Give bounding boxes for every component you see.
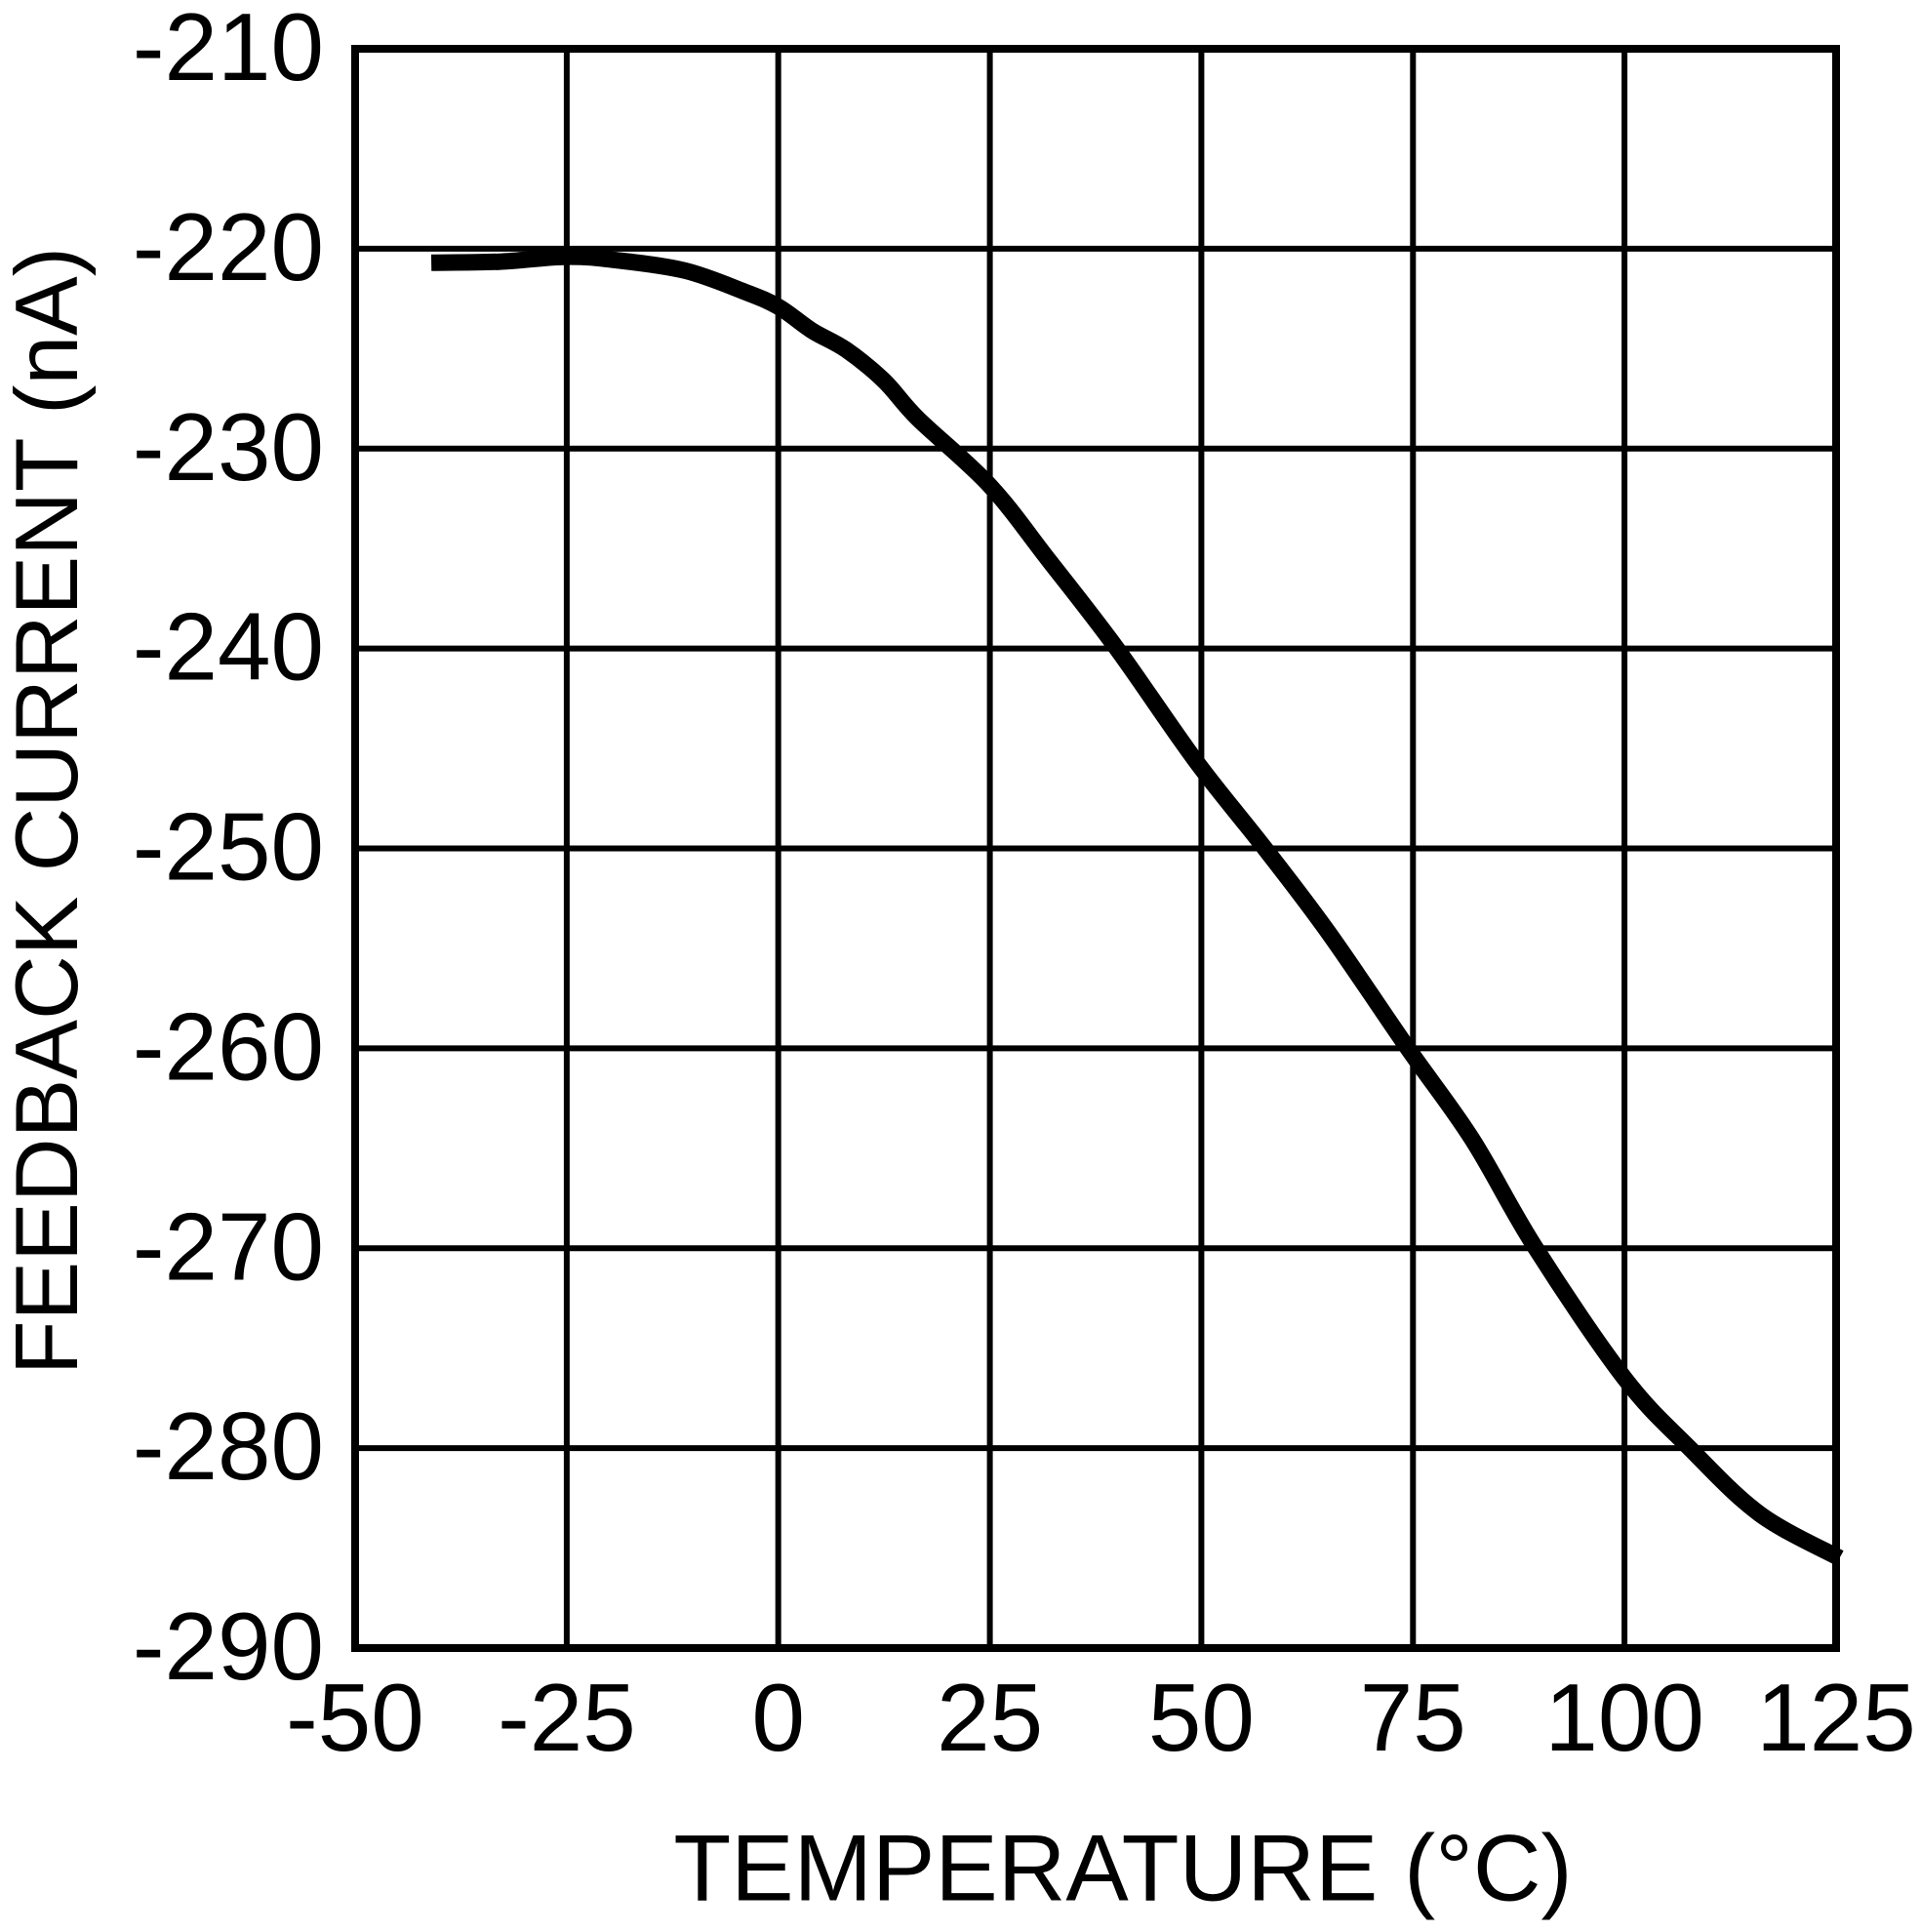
svg-text:-240: -240 bbox=[133, 593, 324, 701]
svg-text:TEMPERATURE (°C): TEMPERATURE (°C) bbox=[673, 1817, 1572, 1921]
svg-text:-220: -220 bbox=[133, 193, 324, 301]
svg-text:-290: -290 bbox=[133, 1592, 324, 1700]
svg-text:125: 125 bbox=[1756, 1664, 1916, 1771]
svg-text:-280: -280 bbox=[133, 1392, 324, 1500]
svg-text:100: 100 bbox=[1544, 1664, 1704, 1771]
svg-text:25: 25 bbox=[937, 1664, 1043, 1771]
svg-text:-25: -25 bbox=[498, 1664, 636, 1771]
svg-text:0: 0 bbox=[751, 1664, 805, 1771]
svg-text:-210: -210 bbox=[133, 0, 324, 101]
svg-text:FEEDBACK CURRENT (nA): FEEDBACK CURRENT (nA) bbox=[0, 247, 97, 1375]
svg-text:75: 75 bbox=[1360, 1664, 1466, 1771]
svg-text:-260: -260 bbox=[133, 992, 324, 1100]
svg-text:-270: -270 bbox=[133, 1192, 324, 1300]
svg-text:-250: -250 bbox=[133, 793, 324, 901]
svg-text:50: 50 bbox=[1148, 1664, 1255, 1771]
svg-text:-230: -230 bbox=[133, 393, 324, 501]
svg-text:-50: -50 bbox=[286, 1664, 424, 1771]
